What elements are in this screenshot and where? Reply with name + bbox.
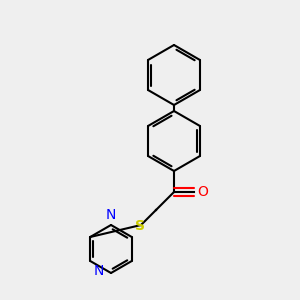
Text: S: S <box>134 220 145 233</box>
Text: N: N <box>93 264 103 278</box>
Text: O: O <box>197 185 208 199</box>
Text: N: N <box>106 208 116 222</box>
